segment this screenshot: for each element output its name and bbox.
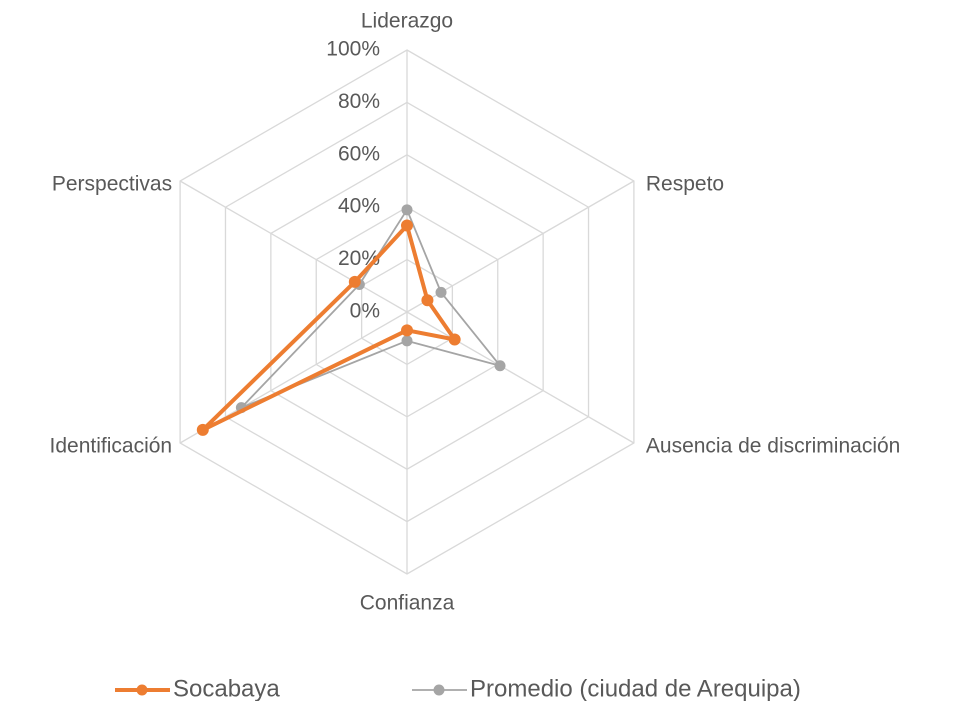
- spoke: [179, 180, 408, 313]
- legend-marker: [136, 684, 148, 696]
- series-marker: [401, 324, 413, 337]
- category-label: Confianza: [360, 592, 455, 615]
- series-marker: [421, 294, 434, 307]
- series-marker: [401, 335, 413, 347]
- category-label: Ausencia de discriminación: [646, 435, 900, 458]
- grid-ring: [315, 206, 499, 418]
- series-marker: [348, 275, 361, 288]
- series-marker: [494, 360, 506, 372]
- category-label: Respeto: [646, 173, 724, 196]
- series-marker: [401, 219, 413, 232]
- category-label: Liderazgo: [361, 10, 453, 33]
- legend-label: Socabaya: [173, 675, 280, 701]
- spoke: [406, 311, 635, 444]
- grid-ring: [224, 101, 590, 523]
- tick-label: 40%: [338, 195, 380, 218]
- grid-ring: [270, 154, 544, 470]
- series-marker: [448, 333, 461, 346]
- category-label: Identificación: [50, 435, 173, 458]
- grid-ring: [179, 49, 635, 575]
- tick-label: 0%: [350, 300, 380, 323]
- category-label: Perspectivas: [52, 173, 172, 196]
- series-marker: [435, 286, 447, 298]
- legend-label: Promedio (ciudad de Arequipa): [470, 675, 801, 701]
- tick-label: 100%: [326, 38, 380, 61]
- series-marker: [196, 423, 209, 436]
- tick-label: 80%: [338, 90, 380, 113]
- legend-marker: [433, 684, 445, 696]
- tick-label: 60%: [338, 142, 380, 165]
- series-marker: [401, 204, 413, 216]
- series-line: [200, 223, 457, 432]
